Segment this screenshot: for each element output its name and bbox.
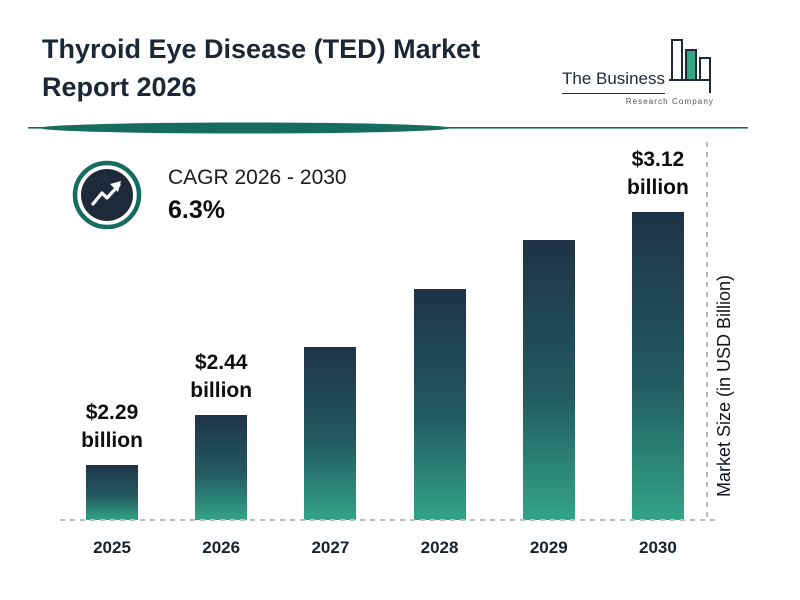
title-line-1: Thyroid Eye Disease (TED) Market bbox=[42, 34, 481, 64]
logo-subname: Research Company bbox=[625, 97, 714, 106]
cagr-value: 6.3% bbox=[168, 195, 225, 224]
header-divider bbox=[28, 122, 748, 134]
bar-2025 bbox=[86, 465, 138, 520]
year-label: 2026 bbox=[202, 538, 241, 557]
bar-group-2028: 2028 bbox=[388, 140, 492, 557]
company-logo: The Business Research Company bbox=[562, 36, 752, 106]
cagr-label: CAGR 2026 - 2030 bbox=[168, 165, 347, 189]
logo-name: The Business bbox=[562, 69, 665, 94]
year-label: 2030 bbox=[639, 538, 677, 557]
bar-value-label: $3.12 billion bbox=[627, 148, 689, 199]
bar-2026 bbox=[195, 415, 248, 520]
cagr-block: CAGR 2026 - 2030 6.3% bbox=[72, 160, 347, 230]
x-axis-baseline bbox=[60, 519, 716, 521]
trend-up-icon bbox=[72, 160, 142, 230]
right-axis-line bbox=[706, 142, 708, 520]
bar-value-label: $2.44 billion bbox=[190, 351, 253, 402]
bar-2030 bbox=[631, 212, 684, 520]
bar-chart-logo-icon bbox=[669, 39, 711, 93]
bar-group-2027: 2027 bbox=[278, 140, 382, 557]
cagr-text: CAGR 2026 - 2030 6.3% bbox=[168, 166, 347, 225]
bar-group-2025: $2.29 billion 2025 bbox=[60, 140, 164, 557]
y-axis-label: Market Size (in USD Billion) bbox=[714, 274, 734, 497]
bar-2029 bbox=[522, 240, 575, 520]
bar-group-2026: $2.44 billion 2026 bbox=[169, 140, 273, 557]
year-label: 2027 bbox=[311, 538, 350, 557]
year-label: 2029 bbox=[529, 538, 568, 557]
page-title: Thyroid Eye Disease (TED) Market Report … bbox=[42, 30, 522, 106]
bar-group-2030: $3.12 billion 2030 bbox=[606, 140, 710, 557]
bar-chart: $2.29 billion 2025 $2.44 billion 2026 2027 2028… bbox=[60, 140, 710, 557]
logo-row: The Business bbox=[562, 36, 752, 94]
bar-value-label: $2.29 billion bbox=[81, 401, 143, 452]
year-label: 2025 bbox=[93, 538, 131, 557]
title-line-2: Report 2026 bbox=[42, 72, 197, 102]
bar-2028 bbox=[413, 289, 466, 520]
bar-group-2029: 2029 bbox=[497, 140, 601, 557]
year-label: 2028 bbox=[420, 538, 459, 557]
bar-2027 bbox=[304, 347, 357, 520]
